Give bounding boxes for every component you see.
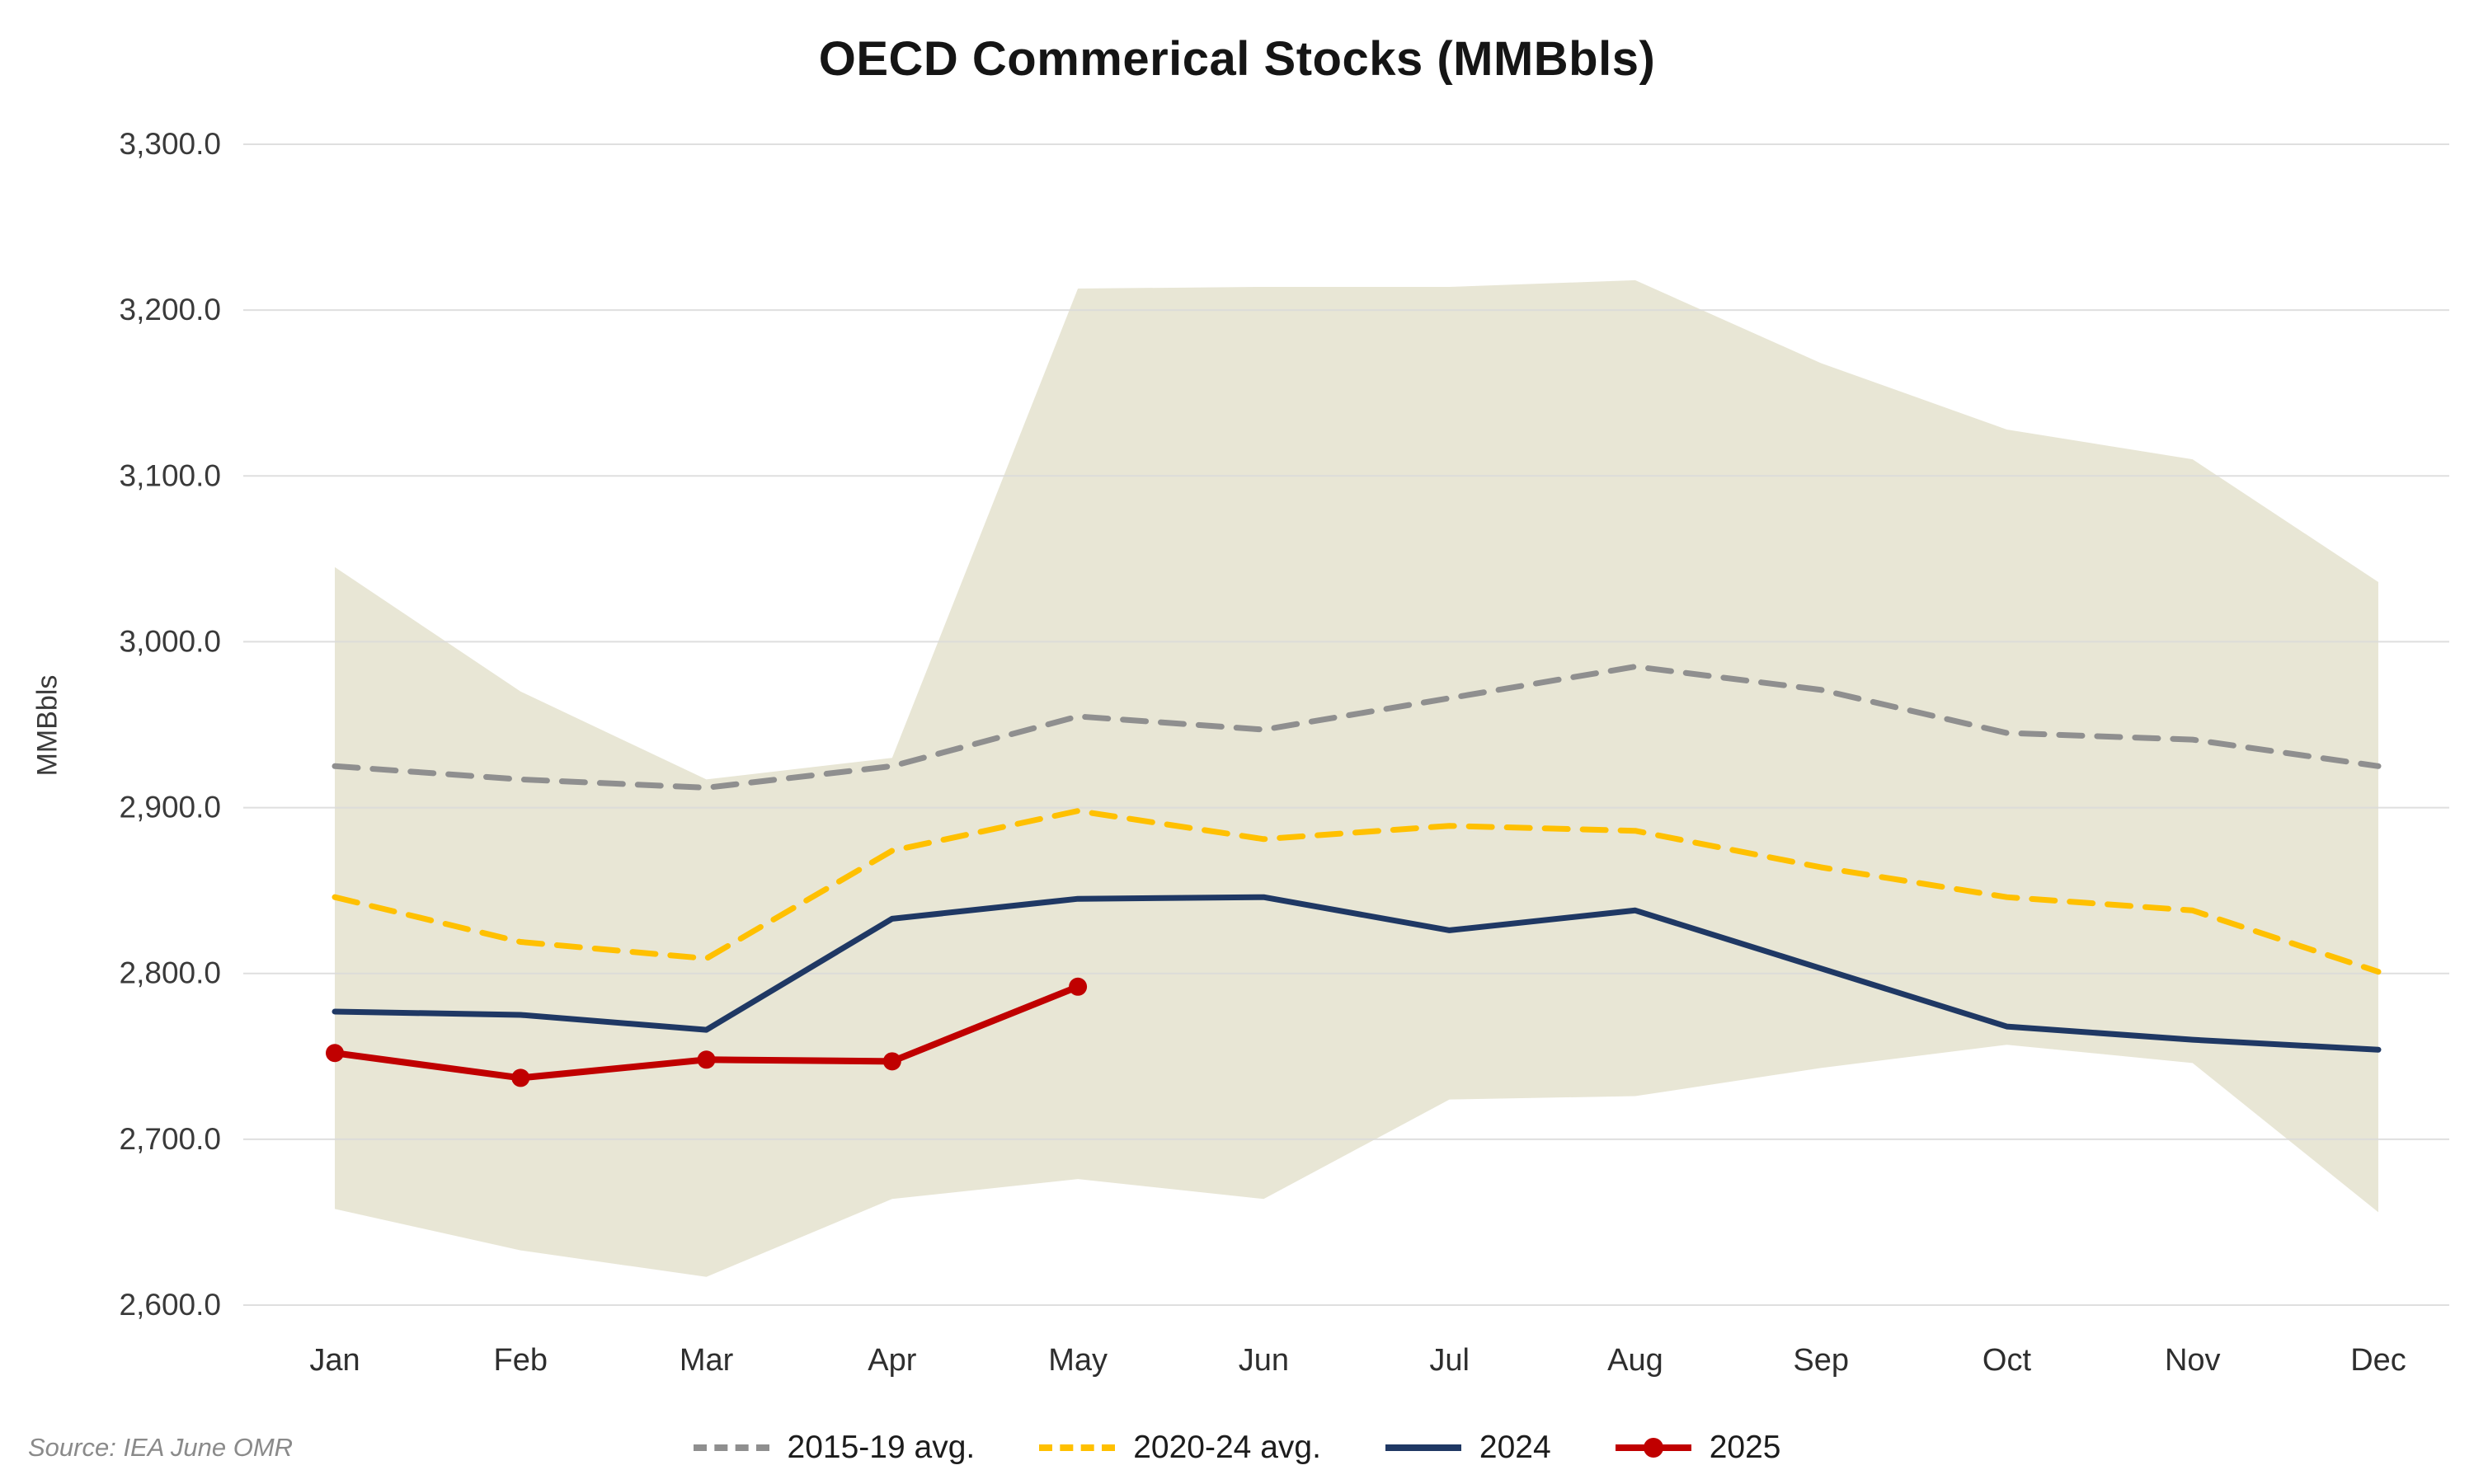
- legend-swatch-2025: [1615, 1438, 1691, 1458]
- legend-item-2015-19-avg: 2015-19 avg.: [693, 1430, 976, 1466]
- legend-label-2015-19-avg: 2015-19 avg.: [787, 1430, 976, 1465]
- series-2025-point: [511, 1068, 530, 1087]
- legend-swatch-2024: [1385, 1444, 1461, 1451]
- series-2025-point: [1069, 977, 1088, 996]
- series-2025-point: [882, 1052, 901, 1071]
- x-tick-label: Nov: [2165, 1343, 2221, 1378]
- series-2020-24-avg-line: [332, 808, 2382, 975]
- series-2024-line: [332, 894, 2382, 1053]
- legend-item-2025: 2025: [1615, 1430, 1781, 1466]
- y-tick-label: 3,200.0: [120, 293, 221, 326]
- y-tick-label: 2,700.0: [120, 1122, 221, 1156]
- legend-label-2020-24-avg: 2020-24 avg.: [1133, 1430, 1321, 1465]
- y-tick-label: 2,800.0: [120, 956, 221, 990]
- x-tick-label: Jun: [1239, 1343, 1289, 1378]
- y-tick-label: 3,300.0: [120, 127, 221, 161]
- range-band: [335, 279, 2378, 1277]
- x-tick-label: Feb: [494, 1343, 548, 1378]
- x-tick-label: Sep: [1793, 1343, 1849, 1378]
- series-2025-point: [697, 1050, 716, 1069]
- legend-swatch-2020-24-avg: [1039, 1444, 1116, 1451]
- x-tick-label: Aug: [1607, 1343, 1663, 1378]
- x-tick-label: Jan: [309, 1343, 360, 1378]
- legend-label-2025: 2025: [1709, 1430, 1781, 1465]
- y-tick-label: 2,600.0: [120, 1288, 221, 1322]
- legend-item-2020-24-avg: 2020-24 avg.: [1039, 1430, 1321, 1466]
- x-tick-label: Oct: [1982, 1343, 2032, 1378]
- x-tick-label: Mar: [680, 1343, 734, 1378]
- legend-swatch-2015-19-avg: [693, 1444, 769, 1451]
- x-tick-label: Jul: [1429, 1343, 1470, 1378]
- chart-title: OECD Commerical Stocks (MMBbls): [818, 32, 1656, 86]
- legend-marker-dot: [1643, 1438, 1663, 1458]
- x-tick-label: Apr: [868, 1343, 916, 1378]
- source-note: Source: IEA June OMR: [28, 1433, 294, 1462]
- x-tick-label: Dec: [2350, 1343, 2406, 1378]
- y-tick-label: 2,900.0: [120, 791, 221, 824]
- x-tick-label: May: [1048, 1343, 1108, 1378]
- legend-label-2024: 2024: [1479, 1430, 1551, 1465]
- series-2015-19-avg-line: [332, 664, 2382, 791]
- y-tick-label: 3,000.0: [120, 624, 221, 658]
- legend-item-2024: 2024: [1385, 1430, 1551, 1466]
- chart-legend: 2015-19 avg. 2020-24 avg. 2024 2025: [0, 1430, 2474, 1466]
- y-tick-label: 3,100.0: [120, 458, 221, 492]
- series-2025-point: [326, 1044, 344, 1063]
